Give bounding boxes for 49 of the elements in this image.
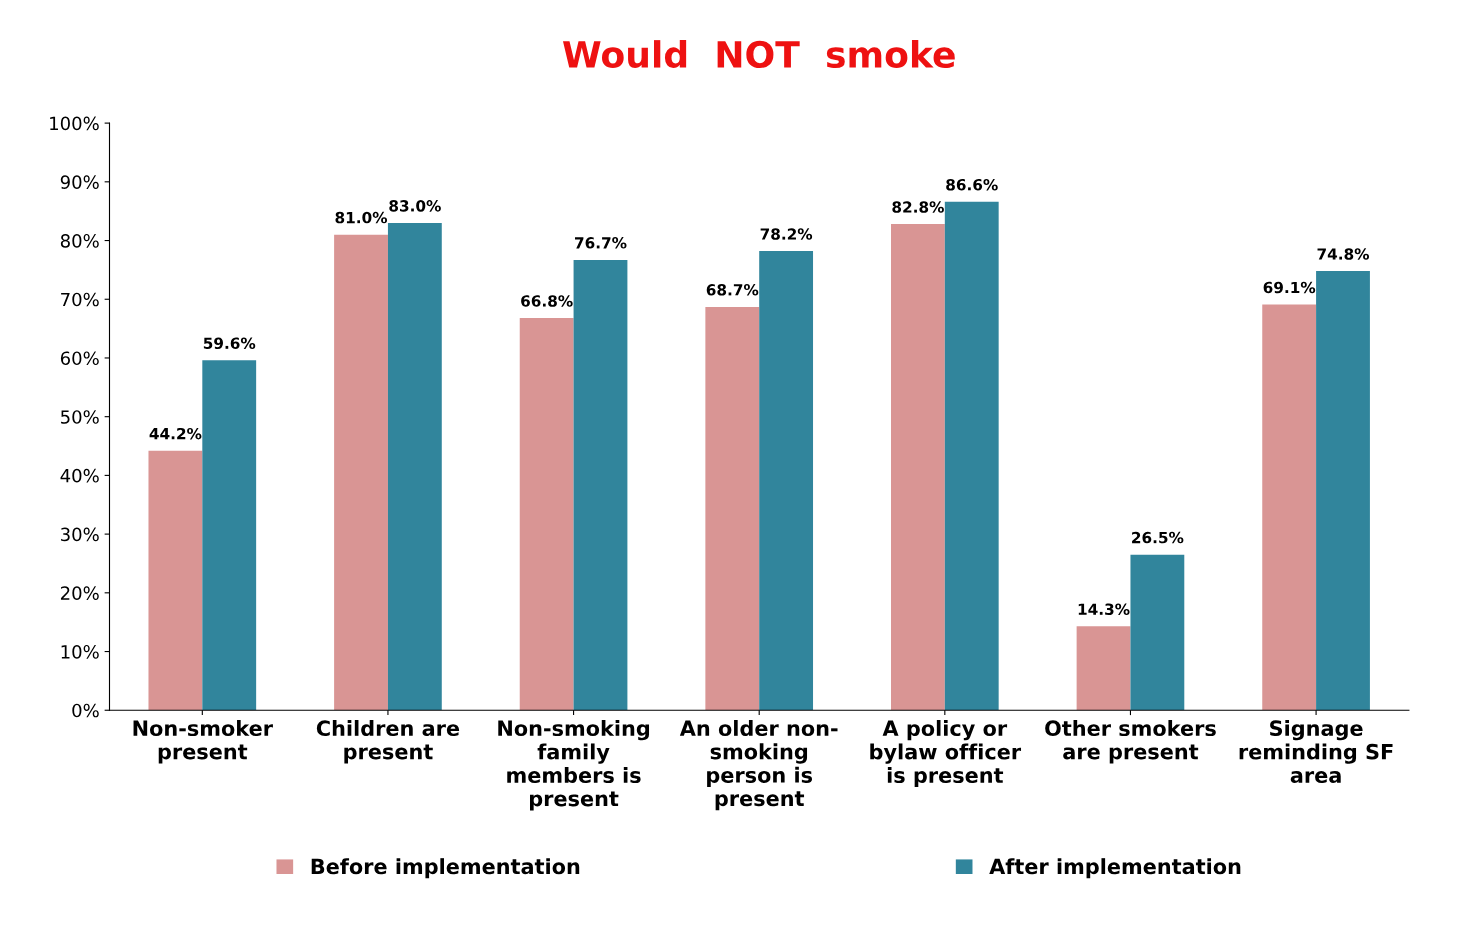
bar	[1316, 271, 1370, 711]
data-label: 68.7%	[706, 284, 759, 296]
data-label: 44.2%	[149, 427, 202, 440]
bar	[334, 234, 388, 711]
data-label: 78.2%	[760, 228, 813, 240]
data-label: 69.1%	[1263, 281, 1316, 294]
y-tick-label: 60%	[60, 351, 99, 366]
bar	[519, 318, 574, 711]
y-tick-label: 80%	[60, 234, 99, 248]
legend-label: After implementation	[989, 858, 1241, 879]
data-label: 59.6%	[203, 337, 256, 350]
data-label: 82.8%	[892, 201, 944, 213]
bar	[891, 224, 945, 711]
data-label: 86.6%	[946, 178, 998, 191]
y-tick-label: 70%	[61, 292, 99, 307]
x-tick-label: An older non- smoking person is present	[679, 719, 838, 811]
bar	[705, 306, 760, 711]
x-tick-label: Non-smoker present	[133, 719, 273, 764]
y-tick-label: 40%	[60, 468, 99, 483]
bar	[1130, 554, 1185, 711]
y-tick-label: 20%	[60, 586, 99, 600]
bar	[387, 222, 442, 711]
data-label: 83.0%	[389, 200, 441, 212]
data-label: 14.3%	[1078, 603, 1130, 615]
bar	[1262, 304, 1317, 711]
y-tick-label: 90%	[60, 175, 99, 189]
bar	[202, 360, 257, 711]
bar	[759, 251, 814, 711]
bar	[944, 201, 999, 711]
x-tick-label: A policy or bylaw officer is present	[870, 719, 1022, 788]
y-tick-label: 100%	[50, 116, 99, 131]
data-label: 76.7%	[575, 237, 627, 249]
bar	[148, 450, 203, 711]
data-label: 66.8%	[521, 295, 573, 307]
x-tick-label: Non-smoking family members is present	[498, 719, 650, 811]
x-tick-label: Other smokers are present	[1045, 719, 1216, 764]
data-label: 81.0%	[335, 211, 388, 224]
y-tick-label: 0%	[72, 703, 99, 718]
y-tick-label: 50%	[61, 410, 99, 424]
chart-title: Would NOT smoke	[562, 40, 955, 69]
legend-label: Before implementation	[311, 858, 580, 879]
y-tick-label: 30%	[61, 527, 99, 542]
y-tick-label: 10%	[61, 645, 99, 659]
bar	[573, 259, 628, 711]
x-tick-label: Signage reminding SF area	[1239, 719, 1393, 784]
x-tick-label: Children are present	[316, 719, 460, 764]
data-label: 26.5%	[1132, 531, 1184, 544]
bar	[1076, 626, 1131, 711]
data-label: 74.8%	[1317, 248, 1370, 260]
